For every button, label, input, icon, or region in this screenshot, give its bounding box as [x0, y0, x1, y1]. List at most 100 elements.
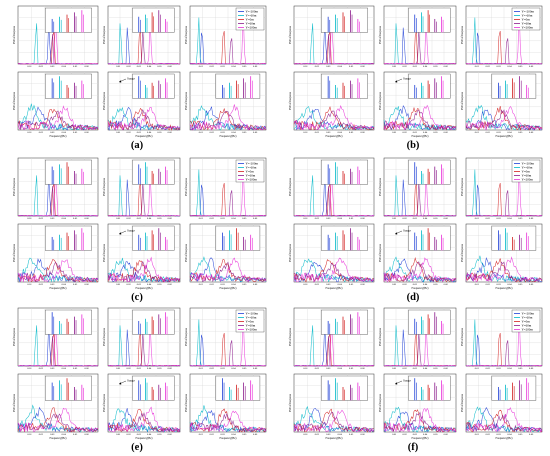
y-axis-label: PSD of Response	[103, 91, 106, 110]
panel-label: (c)	[131, 292, 143, 303]
y-axis-label: PSD of Response	[379, 91, 382, 110]
series-line	[383, 167, 457, 217]
legend-entry: Y=200m	[246, 328, 258, 332]
subplot: 0.01 0.02 0.03 0.04 0.05 0.06 PSD of Response Y…	[461, 5, 543, 68]
tick-label: 0.06	[168, 65, 173, 68]
legend-entry: Y=-60m	[246, 166, 257, 170]
subplot: 0.01 0.02 0.03 0.04 0.05 0.06 PSD of Response Y…	[185, 307, 267, 370]
subplot: 0.01 0.02 0.03 0.04 0.05 0.06 PSD of Response F…	[185, 373, 267, 440]
tick-label: 0.06	[444, 367, 449, 370]
tick-label: 0.06	[529, 65, 534, 68]
legend-entry: Y=-60m	[246, 14, 257, 18]
tick-label: 0.02	[210, 283, 215, 286]
tick-label: 0.02	[126, 433, 131, 436]
tick-label: 0.03	[496, 65, 501, 68]
x-axis-label: Frequency(Hz)	[496, 437, 513, 440]
tick-label: 0.05	[433, 65, 438, 68]
legend-entry: Y=-200m	[246, 312, 259, 316]
y-axis-label: PSD of Response	[185, 25, 188, 44]
series-line	[107, 167, 180, 217]
tick-label: 0.05	[73, 433, 78, 436]
tick-label: 0.04	[147, 217, 152, 220]
legend-entry: Y=-60m	[522, 14, 533, 18]
series-line	[293, 105, 375, 131]
legend-entry: Y=-200m	[246, 162, 259, 166]
inset-plot	[491, 73, 537, 99]
series-line	[17, 259, 99, 283]
tick-label: 0.02	[486, 217, 491, 220]
x-axis-label: Frequency(Hz)	[412, 135, 429, 138]
tick-label: 0.05	[518, 131, 523, 134]
y-axis-label: PSD of Response	[379, 177, 382, 196]
y-axis-label: PSD of Response	[185, 243, 188, 262]
series-line	[293, 411, 375, 433]
subplot: 0.01 0.02 0.03 0.04 0.05 0.06 PSD of Response F…	[13, 71, 99, 138]
subplot: 0.01 0.02 0.03 0.04 0.05 0.06 PSD of Response F…	[461, 71, 543, 138]
tick-label: 0.04	[147, 433, 152, 436]
tick-label: 0.05	[433, 367, 438, 370]
inset-plot	[45, 7, 92, 33]
tick-label: 0.06	[168, 367, 173, 370]
legend-entry: Y=60m	[246, 22, 256, 26]
series-line	[293, 106, 375, 131]
x-axis-label: Frequency(Hz)	[496, 287, 513, 290]
legend-frame	[235, 309, 265, 333]
series-line	[293, 106, 375, 131]
tick-label: 0.04	[62, 433, 67, 436]
subplot: 0.01 0.02 0.03 0.04 0.05 0.06 PSD of Response	[379, 157, 457, 220]
subplot: 0.01 0.02 0.03 0.04 0.05 0.06 PSD of Response F…	[461, 223, 543, 290]
legend-entry: Y=-200m	[522, 162, 535, 166]
tick-label: 0.02	[126, 283, 131, 286]
y-axis-label: PSD of Response	[13, 177, 16, 196]
tick-label: 0.01	[199, 131, 204, 134]
series-line	[189, 310, 267, 367]
tick-label: 0.04	[423, 433, 428, 436]
tick-label: 0.04	[338, 433, 343, 436]
y-axis-label: PSD of Response	[103, 393, 106, 412]
legend-entry: Y=-60m	[246, 316, 257, 320]
legend-frame	[511, 7, 541, 31]
x-axis-label: Frequency(Hz)	[220, 287, 237, 290]
subplot: 0.01 0.02 0.03 0.04 0.05 0.06 PSD of Response S…	[379, 223, 457, 290]
y-axis-label: PSD of Response	[13, 327, 16, 346]
tick-label: 0.04	[507, 131, 512, 134]
subplot: 0.01 0.02 0.03 0.04 0.05 0.06 PSD of Response	[289, 307, 375, 370]
tick-label: 0.04	[338, 217, 343, 220]
tick-label: 0.04	[147, 283, 152, 286]
x-axis-label: Frequency(Hz)	[50, 135, 67, 138]
tick-label: 0.05	[349, 65, 354, 68]
tick-label: 0.03	[326, 131, 331, 134]
legend-entry: Y=60m	[522, 174, 532, 178]
tick-label: 0.03	[496, 367, 501, 370]
series-line	[107, 107, 181, 131]
surge-label: Surge	[403, 379, 411, 383]
series-line	[189, 104, 267, 131]
series-line	[189, 405, 267, 433]
tick-label: 0.06	[253, 367, 258, 370]
series-line	[189, 257, 267, 283]
tick-label: 0.05	[518, 283, 523, 286]
x-axis-label: Frequency(Hz)	[136, 135, 153, 138]
tick-label: 0.05	[242, 65, 247, 68]
tick-label: 0.03	[137, 131, 142, 134]
tick-label: 0.05	[433, 283, 438, 286]
tick-label: 0.01	[475, 283, 480, 286]
inset-plot	[321, 159, 368, 185]
series-line	[293, 408, 375, 433]
series-line	[293, 409, 375, 433]
legend-frame	[235, 159, 265, 183]
legend-entry: Y=0m	[522, 18, 531, 22]
subplot: 0.01 0.02 0.03 0.04 0.05 0.06 PSD of Response	[289, 157, 375, 220]
tick-label: 0.04	[338, 131, 343, 134]
series-line	[383, 261, 457, 283]
y-axis-label: PSD of Response	[13, 91, 16, 110]
tick-label: 0.04	[423, 367, 428, 370]
tick-label: 0.01	[303, 131, 308, 134]
subplot: 0.01 0.02 0.03 0.04 0.05 0.06 PSD of Response S…	[103, 223, 181, 290]
y-axis-label: PSD of Response	[13, 243, 16, 262]
series-line	[107, 317, 181, 367]
subplot: 0.01 0.02 0.03 0.04 0.05 0.06 PSD of Response	[379, 307, 457, 370]
